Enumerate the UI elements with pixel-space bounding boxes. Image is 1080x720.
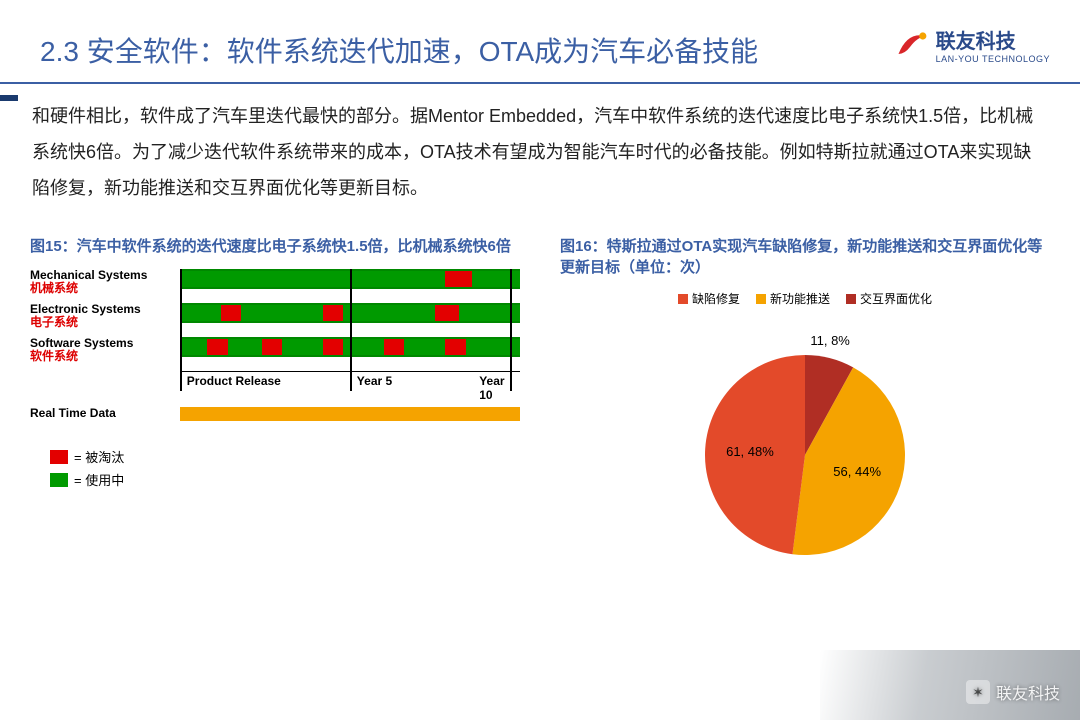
gantt-segment (404, 339, 445, 355)
figure-16: 图16：特斯拉通过OTA实现汽车缺陷修复，新功能推送和交互界面优化等更新目标（单… (560, 236, 1050, 575)
gantt-segment (180, 305, 221, 321)
fig15-title: 图15：汽车中软件系统的迭代速度比电子系统快1.5倍，比机械系统快6倍 (30, 236, 520, 257)
gantt-segment (384, 339, 404, 355)
gantt-segment (282, 339, 323, 355)
body-paragraph: 和硬件相比，软件成了汽车里迭代最快的部分。据Mentor Embedded，汽车… (0, 80, 1080, 216)
gantt-row-label: Electronic Systems电子系统 (30, 303, 175, 329)
fig16-legend: 缺陷修复新功能推送交互界面优化 (560, 290, 1050, 307)
gantt-segment (221, 305, 241, 321)
gantt-row-label: Software Systems软件系统 (30, 337, 175, 363)
logo-text-en: LAN-YOU TECHNOLOGY (936, 54, 1050, 64)
fig15-chart: Mechanical Systems机械系统 Electronic Systems… (30, 269, 520, 489)
gantt-segment (241, 305, 323, 321)
title-accent-bar (0, 95, 18, 101)
fig16-pie: 11, 8% 56, 44% 61, 48% (675, 315, 935, 575)
gantt-vline (180, 269, 182, 391)
title-underline (0, 82, 1080, 84)
gantt-segment (466, 339, 520, 355)
wechat-icon: ✶ (966, 680, 990, 704)
logo-swoosh-icon (894, 27, 930, 63)
gantt-vline (350, 269, 352, 391)
fig15-legend: = 被淘汰 = 使用中 (50, 447, 390, 489)
company-logo: 联友科技 LAN-YOU TECHNOLOGY (894, 25, 1050, 64)
gantt-segment (228, 339, 262, 355)
gantt-segment (445, 339, 465, 355)
gantt-segment (435, 305, 459, 321)
pie-legend-item: 新功能推送 (756, 290, 830, 307)
wechat-watermark: ✶ 联友科技 (966, 680, 1060, 704)
pie-legend-item: 交互界面优化 (846, 290, 932, 307)
gantt-segment (472, 271, 520, 287)
pie-slice-label: 11, 8% (810, 333, 850, 348)
figure-15: 图15：汽车中软件系统的迭代速度比电子系统快1.5倍，比机械系统快6倍 Mech… (30, 236, 520, 575)
gantt-segment (180, 271, 445, 287)
gantt-axis-label: Year 5 (357, 374, 392, 388)
pie-slice-label: 56, 44% (833, 464, 881, 479)
pie-legend-item: 缺陷修复 (678, 290, 740, 307)
slide-title: 2.3 安全软件：软件系统迭代加速，OTA成为汽车必备技能 (40, 30, 1040, 70)
realtime-bar (180, 407, 520, 421)
legend-item: = 使用中 (50, 470, 390, 489)
gantt-segment (323, 305, 343, 321)
fig16-title: 图16：特斯拉通过OTA实现汽车缺陷修复，新功能推送和交互界面优化等更新目标（单… (560, 236, 1050, 278)
legend-item: = 被淘汰 (50, 447, 390, 466)
gantt-segment (323, 339, 343, 355)
gantt-segment (180, 339, 207, 355)
gantt-segment (207, 339, 227, 355)
pie-slice-label: 61, 48% (726, 444, 774, 459)
gantt-segment (445, 271, 472, 287)
gantt-axis-label: Product Release (187, 374, 281, 388)
gantt-axis-label: Year 10 (479, 374, 520, 402)
gantt-row-label: Mechanical Systems机械系统 (30, 269, 175, 295)
gantt-segment (262, 339, 282, 355)
watermark-text: 联友科技 (996, 680, 1060, 704)
gantt-vline (510, 269, 512, 391)
gantt-segment (343, 305, 435, 321)
logo-text-cn: 联友科技 (936, 25, 1050, 54)
realtime-row: Real Time Data (180, 407, 520, 433)
